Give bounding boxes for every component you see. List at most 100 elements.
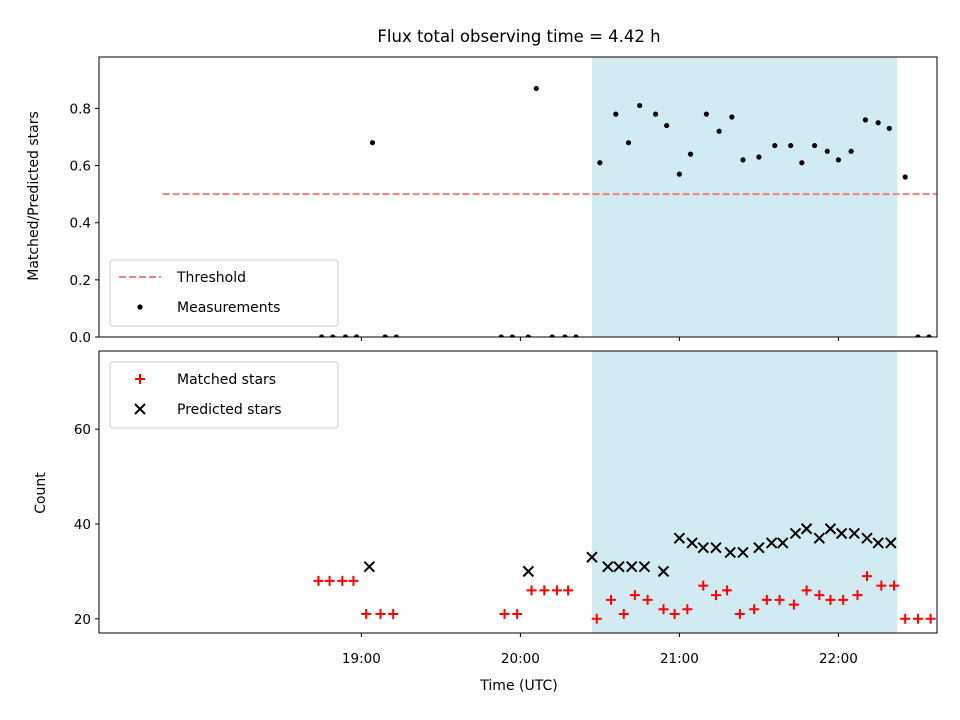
x-tick-labels: 19:0020:0021:0022:0023:0000:0001:0002:00… xyxy=(342,651,858,667)
data-point xyxy=(551,585,562,596)
data-point xyxy=(925,613,936,624)
bottom-panel-counts: 20 40 60 Matched stars Predicted stars xyxy=(74,350,959,637)
data-point xyxy=(613,560,625,573)
data-point xyxy=(835,527,848,540)
data-point xyxy=(952,334,957,339)
data-point xyxy=(777,537,789,549)
data-point xyxy=(388,609,399,620)
data-point xyxy=(658,604,669,615)
data-point xyxy=(724,546,736,559)
legend-label: Predicted stars xyxy=(177,402,282,418)
data-point xyxy=(861,532,873,544)
series-matched-stars xyxy=(313,571,959,624)
data-point xyxy=(637,102,643,109)
legend-box xyxy=(109,361,339,429)
data-point xyxy=(949,614,959,624)
series-predicted-stars xyxy=(363,523,897,578)
data-point xyxy=(939,334,944,339)
y-tick-label: 0.8 xyxy=(70,101,91,117)
data-point xyxy=(825,594,836,605)
data-point xyxy=(772,142,778,149)
data-point xyxy=(573,334,579,337)
data-point xyxy=(354,334,360,337)
data-point xyxy=(789,527,802,540)
data-point xyxy=(563,585,574,596)
legend-label: Threshold xyxy=(176,270,246,286)
data-point xyxy=(498,334,504,337)
data-point xyxy=(872,537,884,549)
data-point xyxy=(369,140,376,146)
data-point xyxy=(348,575,359,586)
data-point xyxy=(889,580,900,591)
chart-title: Flux total observing time = 4.42 h xyxy=(377,27,660,46)
data-point xyxy=(337,575,348,586)
series-measurements xyxy=(319,85,957,339)
y-tick-label: 0.0 xyxy=(70,330,91,346)
data-point xyxy=(813,532,826,544)
data-point xyxy=(586,551,598,563)
data-point xyxy=(393,334,399,337)
data-point xyxy=(788,142,794,149)
data-point xyxy=(375,609,386,620)
data-point xyxy=(852,590,863,601)
data-point xyxy=(811,142,818,149)
data-point xyxy=(761,594,772,605)
data-point xyxy=(824,148,830,154)
plot-area xyxy=(162,57,957,339)
data-point xyxy=(885,537,897,549)
data-point xyxy=(664,122,670,129)
x-axis-title: Time (UTC) xyxy=(479,678,557,694)
data-point xyxy=(618,609,629,620)
data-point xyxy=(525,334,531,337)
data-point xyxy=(499,609,510,620)
data-point xyxy=(936,617,937,620)
data-point xyxy=(652,111,659,117)
data-point xyxy=(673,532,686,544)
data-point xyxy=(926,334,932,337)
y-tick-label: 0.6 xyxy=(70,159,91,175)
data-point xyxy=(361,609,372,620)
data-point xyxy=(625,560,638,573)
data-point xyxy=(740,157,746,163)
data-point xyxy=(737,546,749,559)
data-point xyxy=(722,585,733,596)
data-point xyxy=(800,523,813,535)
observing-window-shade xyxy=(591,351,898,633)
data-point xyxy=(886,125,892,132)
data-point xyxy=(862,571,873,582)
data-point xyxy=(875,120,881,126)
data-point xyxy=(342,334,349,337)
y-tick-label: 40 xyxy=(74,517,91,533)
data-point xyxy=(774,594,785,605)
data-point xyxy=(824,523,837,535)
axes-frame xyxy=(98,56,938,338)
data-point xyxy=(642,594,653,605)
data-point xyxy=(912,613,923,624)
data-point xyxy=(313,575,324,586)
data-point xyxy=(862,117,869,123)
data-point xyxy=(698,580,709,591)
legend-swatch xyxy=(135,374,145,384)
data-point xyxy=(591,613,602,624)
legend-label: Matched stars xyxy=(177,372,276,388)
data-point xyxy=(602,560,614,573)
y-tick-label: 0.2 xyxy=(70,273,91,289)
data-point xyxy=(549,334,555,337)
legend-label: Measurements xyxy=(177,300,280,316)
legend: Matched stars Predicted stars xyxy=(109,361,339,429)
data-point xyxy=(363,560,376,573)
x-tick-label: 22:00 xyxy=(819,651,858,667)
data-point xyxy=(703,111,710,117)
y-tick-label: 0.4 xyxy=(70,216,91,232)
data-point xyxy=(613,111,619,117)
data-point xyxy=(848,527,861,540)
data-point xyxy=(835,157,842,163)
data-point xyxy=(539,585,550,596)
data-point xyxy=(638,560,651,573)
axes-frame xyxy=(98,350,938,634)
data-point xyxy=(686,537,698,549)
data-point xyxy=(734,609,745,620)
top-panel-ratio: 0.0 0.2 0.4 0.6 0.8 Threshold Measurements xyxy=(70,56,957,346)
x-tick-label: 20:00 xyxy=(501,651,540,667)
